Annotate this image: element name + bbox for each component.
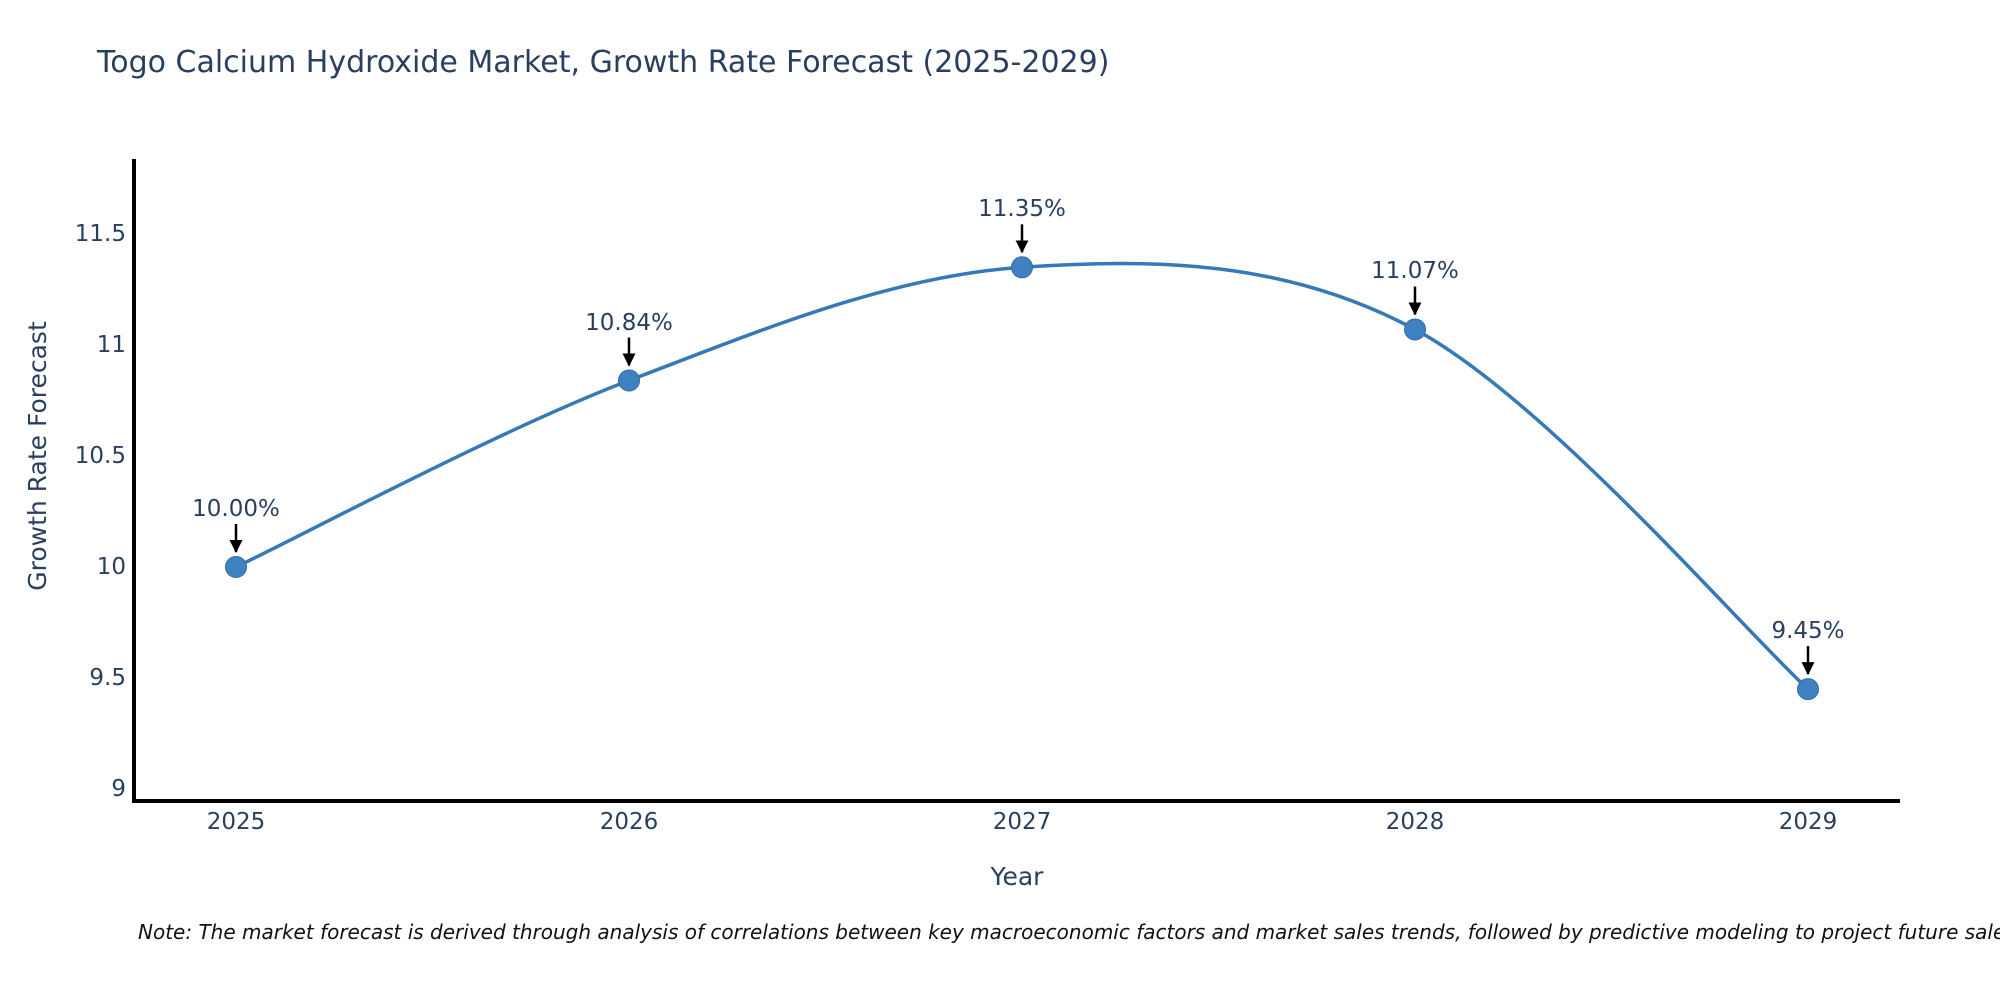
y-tick-label-11: 11 — [96, 332, 126, 358]
x-tick-label-2026: 2026 — [599, 809, 659, 835]
x-tick-label-2029: 2029 — [1778, 809, 1838, 835]
y-tick-label-10.5: 10.5 — [74, 443, 126, 469]
x-axis-title: Year — [990, 862, 1044, 891]
data-point-marker — [1011, 256, 1033, 279]
y-tick-label-9.5: 9.5 — [89, 665, 126, 691]
axes — [132, 159, 1900, 803]
y-tick-label-11.5: 11.5 — [74, 221, 126, 247]
data-point-marker — [1404, 318, 1426, 341]
footnote: Note: The market forecast is derived thr… — [138, 920, 2000, 944]
trend-line — [234, 261, 1810, 691]
x-tick-label-2028: 2028 — [1385, 809, 1445, 835]
y-tick-label-10: 10 — [96, 554, 126, 580]
point-annotation: 11.35% — [978, 196, 1066, 223]
y-tick-label-9: 9 — [111, 776, 126, 802]
data-point-marker — [1797, 678, 1819, 701]
data-point-marker — [618, 369, 640, 392]
point-annotation: 10.00% — [192, 496, 280, 522]
annotation-arrows — [229, 224, 1815, 676]
x-tick-label-2025: 2025 — [206, 809, 266, 835]
trend-line-group — [225, 256, 1819, 701]
point-annotation: 11.07% — [1371, 258, 1459, 285]
chart-title: Togo Calcium Hydroxide Market, Growth Ra… — [97, 45, 1110, 80]
point-annotation: 9.45% — [1771, 618, 1845, 645]
data-point-marker — [225, 556, 247, 578]
x-tick-label-2027: 2027 — [992, 809, 1052, 835]
point-annotation: 10.84% — [585, 309, 673, 336]
